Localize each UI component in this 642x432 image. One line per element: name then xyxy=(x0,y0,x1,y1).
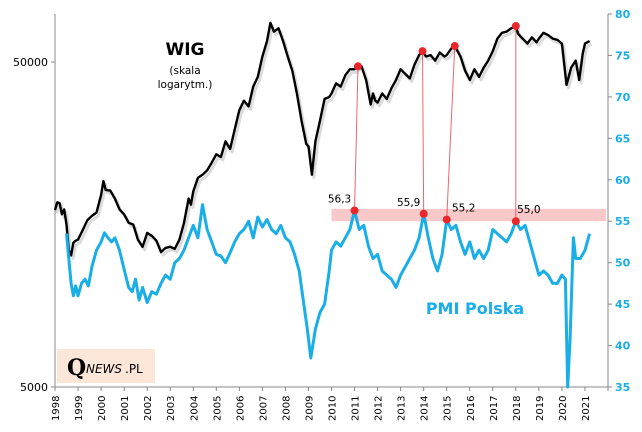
x-axis-tick-label: 2021 xyxy=(581,396,592,421)
left-axis-tick-label: 5000 xyxy=(20,381,48,394)
qnews-logo: Q NEWS .PL xyxy=(57,349,155,383)
wig-label: WIG xyxy=(165,40,204,60)
right-axis-tick-label: 75 xyxy=(615,49,630,62)
x-axis-tick-label: 2018 xyxy=(512,396,523,421)
right-axis-tick-label: 55 xyxy=(615,215,630,228)
x-axis-tick-label: 2012 xyxy=(374,396,385,421)
wig-peak-marker xyxy=(450,42,459,51)
pmi-line xyxy=(65,203,592,389)
pmi-peak-label: 55,0 xyxy=(517,204,540,216)
pmi-peak-marker xyxy=(511,217,520,226)
right-axis-tick-label: 35 xyxy=(615,381,630,394)
logo-background xyxy=(57,349,155,383)
wig-line-shadow xyxy=(55,24,593,260)
x-axis-tick-label: 2011 xyxy=(351,396,362,421)
x-axis-tick-label: 2000 xyxy=(97,396,108,421)
x-axis-tick-label: 2001 xyxy=(120,396,131,421)
logo-q: Q xyxy=(67,355,86,381)
pmi-label: PMI Polska xyxy=(426,299,524,318)
right-axis-tick-label: 65 xyxy=(615,132,630,145)
connector-line xyxy=(446,45,456,220)
pmi-peak-label: 56,3 xyxy=(328,193,351,205)
right-axis-tick-label: 50 xyxy=(615,257,631,270)
pmi-peak-label: 55,9 xyxy=(397,197,420,209)
connector-line xyxy=(354,66,359,211)
pmi-peak-label: 55,2 xyxy=(452,203,475,215)
x-axis-tick-label: 2003 xyxy=(166,396,177,421)
pmi-peak-marker xyxy=(419,209,428,218)
right-axis-tick-label: 40 xyxy=(615,340,631,353)
x-axis-tick-label: 2014 xyxy=(420,396,431,421)
left-axis-tick-label: 50000 xyxy=(13,56,48,69)
x-axis-tick-label: 2002 xyxy=(143,396,154,421)
x-axis-tick-label: 2020 xyxy=(558,396,569,421)
x-axis-tick-label: 2013 xyxy=(397,396,408,421)
pmi-peak-marker xyxy=(442,215,451,224)
x-axis-tick-label: 2009 xyxy=(304,396,315,421)
pmi-peak-marker xyxy=(350,206,359,215)
right-axis-tick-label: 45 xyxy=(615,298,630,311)
x-axis-tick-label: 2005 xyxy=(212,396,223,421)
highlight-band xyxy=(331,208,606,222)
right-axis-tick-label: 60 xyxy=(615,174,631,187)
x-axis-tick-label: 2008 xyxy=(281,396,292,421)
x-axis-tick-label: 2016 xyxy=(466,396,477,421)
wig-line xyxy=(53,21,591,257)
right-axis-tick-label: 80 xyxy=(615,8,631,21)
logo-news: NEWS xyxy=(86,362,122,376)
right-axis-tick-label: 70 xyxy=(615,91,631,104)
wig-peak-marker xyxy=(418,47,427,56)
x-axis-tick-label: 1998 xyxy=(51,396,62,421)
x-axis-tick-label: 2019 xyxy=(535,396,546,421)
wig-sublabel-2: logarytm.) xyxy=(158,79,213,91)
x-axis-tick-label: 2004 xyxy=(189,396,200,421)
x-axis-tick-label: 2015 xyxy=(443,396,454,421)
connector-line xyxy=(422,51,425,214)
x-axis-tick-label: 2010 xyxy=(328,396,339,421)
x-axis-tick-label: 2006 xyxy=(235,396,246,421)
x-axis-tick-label: 2017 xyxy=(489,396,500,421)
wig-sublabel-1: (skala xyxy=(169,65,200,77)
x-axis-tick-label: 1999 xyxy=(74,396,85,421)
wig-peak-marker xyxy=(353,62,362,71)
x-axis-tick-label: 2007 xyxy=(258,396,269,421)
wig-peak-marker xyxy=(511,22,520,31)
logo-suffix: .PL xyxy=(125,362,143,376)
